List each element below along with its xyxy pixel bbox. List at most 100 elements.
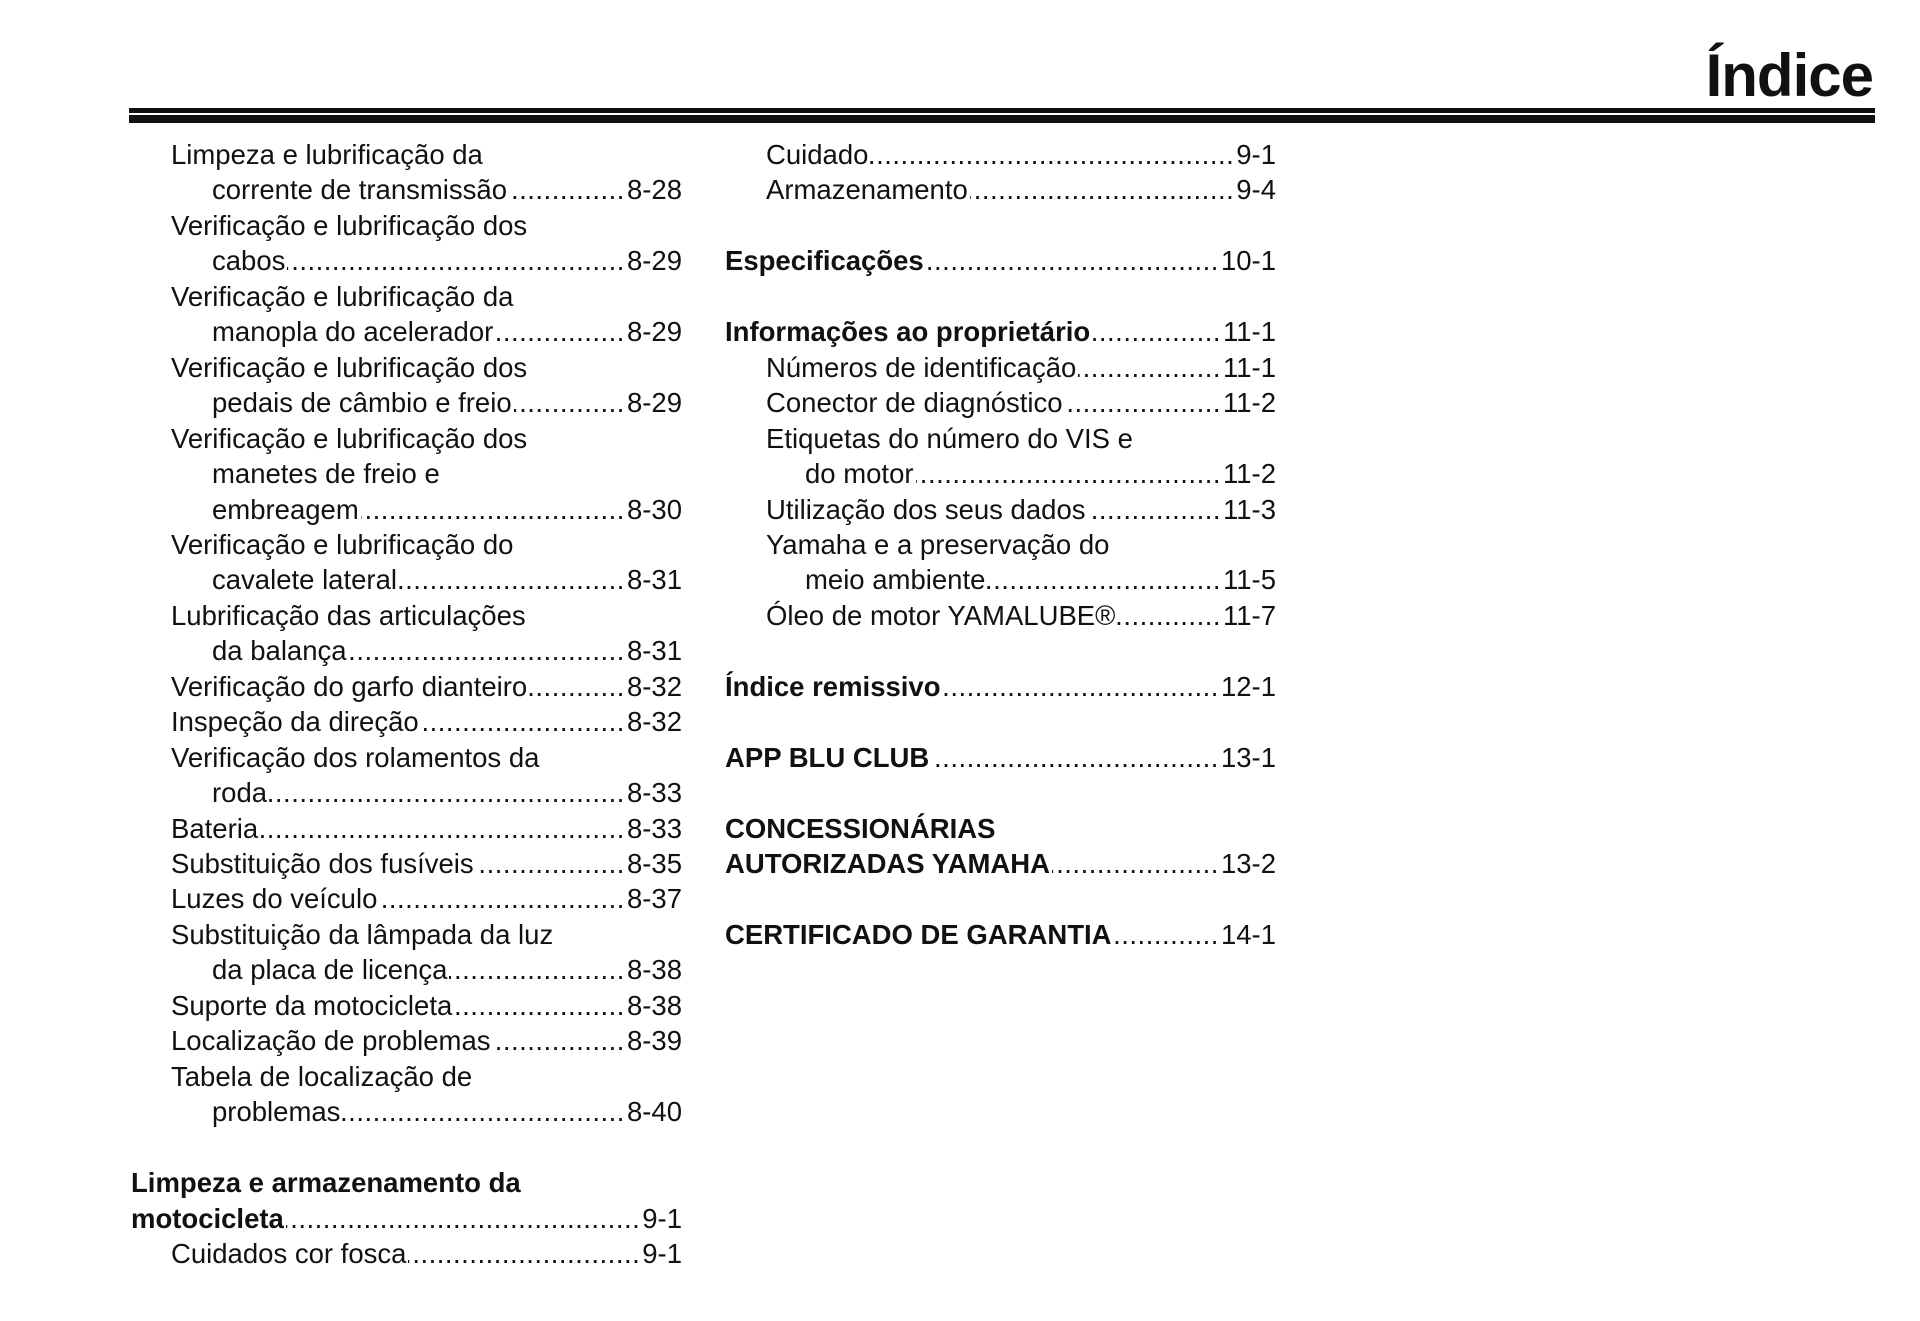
- toc-line: pedais de câmbio e freio 8-29: [212, 385, 682, 421]
- toc-line: da placa de licença 8-38: [212, 952, 682, 988]
- toc-line: motocicleta 9-1: [131, 1201, 682, 1237]
- toc-entry-title: Verificação dos rolamentos da: [171, 741, 540, 773]
- toc-line: manetes de freio e: [212, 456, 682, 492]
- dot-leader: [1078, 350, 1221, 386]
- toc-entry-title: AUTORIZADAS YAMAHA: [725, 848, 1050, 879]
- toc-entry-title: Etiquetas do número do VIS e: [766, 422, 1133, 454]
- toc-entry-title: Cuidados cor fosca: [171, 1237, 407, 1269]
- toc-line: Informações ao proprietário 11-1: [725, 314, 1276, 350]
- toc-entry-title: Verificação e lubrificação dos: [171, 422, 528, 454]
- toc-line: Lubrificação das articulações: [171, 598, 682, 634]
- dot-leader: [1065, 385, 1221, 421]
- toc-line: Verificação e lubrificação do: [171, 527, 682, 563]
- toc-line: Cuidado 9-1: [766, 137, 1276, 173]
- toc-line: Verificação dos rolamentos da: [171, 740, 682, 776]
- toc-entry-title: Índice remissivo: [725, 670, 941, 702]
- toc-line: Substituição da lâmpada da luz: [171, 917, 682, 953]
- toc-page-number: 11-2: [1223, 458, 1276, 490]
- dot-leader: [449, 952, 625, 988]
- toc-entry-title: CERTIFICADO DE GARANTIA: [725, 918, 1112, 950]
- dot-leader: [361, 492, 625, 528]
- toc-line: Índice remissivo 12-1: [725, 669, 1276, 705]
- toc-entry-title: Números de identificação: [766, 351, 1077, 383]
- toc-entry-title: problemas: [212, 1096, 341, 1128]
- toc-entry-title: Tabela de localização de: [171, 1060, 473, 1092]
- toc-line: meio ambiente 11-5: [805, 562, 1276, 598]
- toc-line: Etiquetas do número do VIS e: [766, 421, 1276, 457]
- dot-leader: [931, 740, 1219, 776]
- toc-entry-title: corrente de transmissão: [212, 174, 507, 206]
- toc-entry-title: Verificação do garfo dianteiro: [171, 670, 528, 702]
- toc-line: Limpeza e lubrificação da: [171, 137, 682, 173]
- toc-entry-title: APP BLU CLUB: [725, 741, 930, 773]
- toc-page-number: 8-28: [626, 174, 682, 206]
- toc-entry-title: Yamaha e a preservação do: [766, 528, 1110, 560]
- toc-entry-title: Luzes do veículo: [171, 883, 378, 915]
- toc-line: Tabela de localização de: [171, 1059, 682, 1095]
- toc-line: Especificações 10-1: [725, 243, 1276, 279]
- dot-leader: [870, 137, 1234, 173]
- toc-page-number: 9-1: [642, 1237, 682, 1269]
- toc-page-number: 11-5: [1223, 564, 1276, 596]
- toc-entry-title: Localização de problemas: [171, 1025, 491, 1057]
- toc-line: Inspeção da direção 8-32: [171, 704, 682, 740]
- toc-page-number: 9-1: [642, 1202, 682, 1234]
- dot-leader: [269, 775, 625, 811]
- toc-entry-title: Limpeza e armazenamento da: [131, 1167, 521, 1199]
- toc-entry-title: roda: [212, 777, 268, 809]
- dot-leader: [987, 562, 1221, 598]
- toc-line: Localização de problemas 8-39: [171, 1023, 682, 1059]
- toc-entry-title: Suporte da motocicleta: [171, 989, 453, 1021]
- toc-page-number: 8-33: [626, 812, 682, 844]
- dot-leader: [1092, 314, 1221, 350]
- toc-page-number: 11-1: [1223, 316, 1276, 348]
- toc-entry-title: cabos: [212, 245, 286, 277]
- toc-entry-title: Verificação e lubrificação dos: [171, 209, 528, 241]
- toc-page-number: 9-4: [1236, 174, 1276, 206]
- toc-entry-title: Especificações: [725, 245, 924, 277]
- toc-page-number: 13-1: [1220, 741, 1276, 773]
- dot-leader: [260, 811, 625, 847]
- dot-leader: [529, 669, 625, 705]
- toc-page-number: 8-31: [626, 635, 682, 667]
- dot-leader: [1088, 492, 1222, 528]
- toc-page-number: 8-39: [626, 1025, 682, 1057]
- toc-page-number: 14-1: [1220, 918, 1276, 950]
- dot-leader: [1114, 917, 1219, 953]
- toc-line: APP BLU CLUB 13-1: [725, 740, 1276, 776]
- header-rule-thin: [129, 108, 1875, 113]
- toc-line: Yamaha e a preservação do: [766, 527, 1276, 563]
- toc-entry-title: Óleo de motor YAMALUBE®: [766, 599, 1116, 631]
- toc-entry-title: Substituição da lâmpada da luz: [171, 918, 554, 950]
- toc-page-number: 8-29: [626, 245, 682, 277]
- toc-line: Números de identificação 11-1: [766, 350, 1276, 386]
- toc-page-number: 8-29: [626, 316, 682, 348]
- toc-entry-title: embreagem: [212, 493, 359, 525]
- dot-leader: [454, 988, 625, 1024]
- toc-page-number: 9-1: [1236, 139, 1276, 170]
- toc-line: Verificação e lubrificação dos: [171, 421, 682, 457]
- toc-line: Suporte da motocicleta 8-38: [171, 988, 682, 1024]
- toc-line: Bateria 8-33: [171, 811, 682, 847]
- dot-leader: [476, 846, 625, 882]
- toc-line: Utilização dos seus dados 11-3: [766, 492, 1276, 528]
- toc-page-number: 12-1: [1220, 670, 1276, 702]
- dot-leader: [514, 385, 625, 421]
- toc-entry-title: Informações ao proprietário: [725, 316, 1091, 348]
- toc-page-number: 8-32: [626, 706, 682, 738]
- dot-leader: [349, 633, 625, 669]
- toc-line: CERTIFICADO DE GARANTIA 14-1: [725, 917, 1276, 953]
- toc-line: CONCESSIONÁRIAS: [725, 811, 1276, 847]
- toc-line: Óleo de motor YAMALUBE® 11-7: [766, 598, 1276, 634]
- dot-leader: [926, 243, 1219, 279]
- toc-line: AUTORIZADAS YAMAHA 13-2: [725, 846, 1276, 882]
- toc-line: Luzes do veículo 8-37: [171, 881, 682, 917]
- dot-leader: [379, 881, 625, 917]
- dot-leader: [916, 456, 1221, 492]
- toc-page-number: 8-30: [626, 493, 682, 525]
- toc-page-number: 11-3: [1223, 493, 1276, 525]
- toc-entry-title: Substituição dos fusíveis: [171, 848, 474, 879]
- toc-entry-title: Verificação e lubrificação dos: [171, 351, 528, 383]
- toc-entry-title: Bateria: [171, 812, 259, 844]
- toc-page-number: 11-2: [1223, 387, 1276, 419]
